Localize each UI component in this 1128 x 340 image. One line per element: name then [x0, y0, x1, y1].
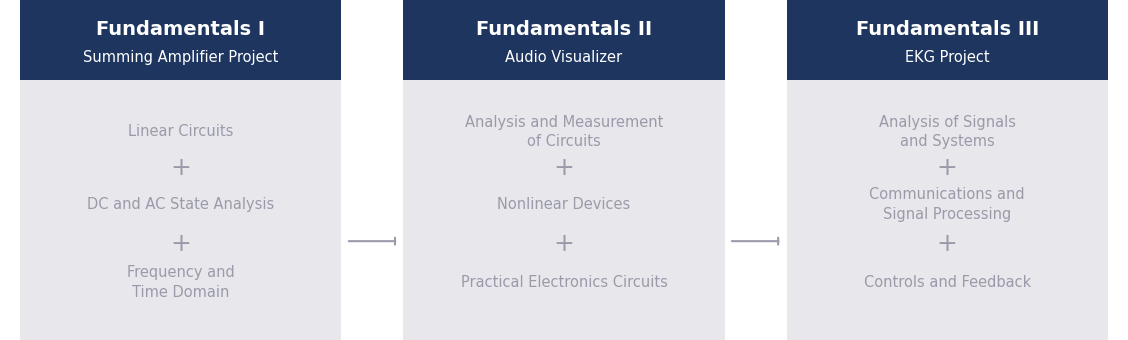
Text: Linear Circuits: Linear Circuits — [129, 124, 233, 139]
FancyBboxPatch shape — [786, 0, 1108, 340]
FancyBboxPatch shape — [20, 0, 342, 340]
Text: Controls and Feedback: Controls and Feedback — [864, 275, 1031, 290]
Text: +: + — [936, 156, 958, 180]
Text: Frequency and
Time Domain: Frequency and Time Domain — [127, 266, 235, 300]
FancyBboxPatch shape — [404, 0, 724, 80]
FancyBboxPatch shape — [404, 0, 724, 340]
Text: Analysis and Measurement
of Circuits: Analysis and Measurement of Circuits — [465, 115, 663, 149]
Text: Practical Electronics Circuits: Practical Electronics Circuits — [460, 275, 668, 290]
Text: Fundamentals I: Fundamentals I — [96, 20, 265, 39]
Text: Audio Visualizer: Audio Visualizer — [505, 50, 623, 65]
Text: +: + — [170, 232, 192, 256]
FancyBboxPatch shape — [786, 0, 1108, 80]
Text: DC and AC State Analysis: DC and AC State Analysis — [87, 197, 274, 212]
Text: +: + — [170, 156, 192, 180]
Text: EKG Project: EKG Project — [905, 50, 989, 65]
Text: Communications and
Signal Processing: Communications and Signal Processing — [870, 187, 1025, 222]
Text: Fundamentals II: Fundamentals II — [476, 20, 652, 39]
FancyBboxPatch shape — [20, 0, 342, 80]
Text: Analysis of Signals
and Systems: Analysis of Signals and Systems — [879, 115, 1015, 149]
Text: Fundamentals III: Fundamentals III — [855, 20, 1039, 39]
Text: +: + — [936, 232, 958, 256]
Text: Nonlinear Devices: Nonlinear Devices — [497, 197, 631, 212]
Text: +: + — [554, 232, 574, 256]
Text: Summing Amplifier Project: Summing Amplifier Project — [83, 50, 279, 65]
Text: +: + — [554, 156, 574, 180]
